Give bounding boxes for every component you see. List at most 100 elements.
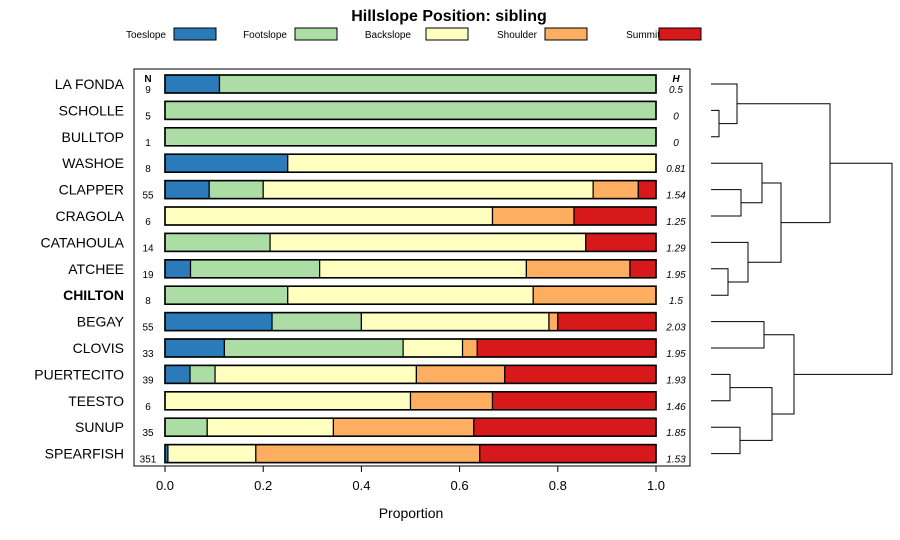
legend-label-backslope: Backslope — [365, 30, 412, 41]
row-label: CATAHOULA — [41, 234, 125, 250]
row-label: BEGAY — [77, 314, 125, 330]
row-h-value: 1.5 — [669, 296, 683, 307]
dendrogram-link — [730, 387, 773, 441]
bar-segment-chilton-backslope — [287, 285, 534, 305]
bar-segment-begay-summit — [557, 312, 657, 332]
bar-segment-bulltop-footslope — [164, 127, 657, 147]
dendrogram-link — [711, 321, 765, 349]
row-label: WASHOE — [62, 155, 124, 171]
bar-outline — [164, 443, 657, 464]
row-n-value: 1 — [145, 138, 151, 149]
bar-outline — [164, 364, 657, 385]
row-h-value: 0.81 — [666, 164, 685, 175]
bar-segment-cragola-summit — [573, 206, 657, 226]
row-label: BULLTOP — [61, 129, 124, 145]
bar-segment-puertecito-toeslope — [164, 364, 191, 384]
bar-segment-puertecito-footslope — [189, 364, 216, 384]
x-tick-label: 0.6 — [451, 478, 469, 493]
legend-swatch-toeslope — [173, 27, 217, 41]
bar-segment-catahoula-backslope — [269, 232, 587, 252]
row-label: SUNUP — [75, 419, 124, 435]
row-label: CLAPPER — [59, 182, 124, 198]
bar-segment-atchee-backslope — [319, 259, 527, 279]
row-n-value: 6 — [145, 217, 151, 228]
legend-swatch-shoulder — [544, 27, 588, 41]
bar-segment-begay-toeslope — [164, 312, 273, 332]
row-label: CHILTON — [63, 287, 124, 303]
dendrogram-link — [711, 109, 720, 138]
bar-segment-la-fonda-footslope — [218, 74, 657, 94]
row-h-value: 1.95 — [666, 270, 686, 281]
legend-swatch-summit — [658, 27, 702, 41]
dendrogram-link — [711, 162, 763, 204]
bar-outline — [164, 311, 657, 332]
bar-outline — [164, 100, 657, 121]
bar-segment-sunup-footslope — [164, 417, 208, 437]
chart-title: Hillslope Position: sibling — [351, 8, 547, 25]
bar-outline — [164, 153, 657, 173]
row-h-value: 1.25 — [666, 217, 686, 228]
row-n-value: 55 — [142, 191, 154, 202]
legend-label-toeslope: Toeslope — [126, 30, 166, 41]
bar-segment-clovis-summit — [476, 338, 657, 358]
dendrogram-link — [711, 373, 731, 402]
n-column-header: N — [144, 74, 151, 85]
bar-segment-chilton-shoulder — [532, 285, 657, 305]
bar-segment-scholle-footslope — [164, 100, 657, 121]
row-h-value: 1.54 — [666, 191, 686, 202]
bar-segment-spearfish-backslope — [167, 444, 257, 464]
legend-label-footslope: Footslope — [243, 30, 287, 41]
bar-segment-clapper-summit — [637, 180, 657, 200]
row-label: CRAGOLA — [56, 208, 125, 224]
dendrogram-link — [794, 162, 893, 375]
bar-segment-clapper-shoulder — [592, 180, 639, 200]
x-tick-label: 0.8 — [549, 478, 567, 493]
x-axis-label: Proportion — [379, 505, 444, 521]
bar-segment-spearfish-shoulder — [255, 444, 481, 464]
dendrogram — [711, 83, 893, 455]
row-h-value: 0 — [673, 138, 679, 149]
bar-segment-clapper-footslope — [208, 180, 264, 200]
bar-segment-teesto-summit — [491, 391, 657, 411]
row-n-value: 14 — [142, 243, 154, 254]
bar-segment-sunup-shoulder — [332, 417, 475, 437]
bars-group — [164, 74, 657, 464]
bar-outline — [164, 74, 657, 94]
bar-segment-washoe-backslope — [287, 153, 657, 173]
row-n-value: 351 — [140, 455, 157, 466]
row-n-value: 35 — [142, 428, 154, 439]
dendrogram-link — [711, 426, 741, 455]
bar-outline — [164, 285, 657, 306]
row-n-value: 6 — [145, 402, 151, 413]
bar-outline — [164, 127, 657, 147]
bar-outline — [164, 338, 657, 358]
bar-segment-cragola-backslope — [164, 206, 494, 226]
dendrogram-link — [711, 241, 749, 283]
bar-outline — [164, 258, 657, 279]
bar-segment-catahoula-footslope — [164, 232, 271, 252]
legend-label-shoulder: Shoulder — [497, 30, 538, 41]
row-label: ATCHEE — [68, 261, 124, 277]
row-label: CLOVIS — [73, 340, 124, 356]
bar-segment-begay-footslope — [271, 312, 363, 332]
x-tick-label: 0.4 — [352, 478, 370, 493]
bar-segment-atchee-footslope — [189, 259, 321, 279]
legend-swatch-backslope — [425, 27, 469, 41]
dendrogram-link — [748, 182, 782, 263]
bar-outline — [164, 232, 657, 253]
row-n-value: 8 — [145, 164, 151, 175]
row-label: SPEARFISH — [45, 446, 124, 462]
row-n-value: 33 — [142, 349, 154, 360]
row-h-value: 1.29 — [666, 243, 686, 254]
x-tick-label: 0.2 — [254, 478, 272, 493]
bar-segment-atchee-toeslope — [164, 259, 192, 279]
x-tick-label: 1.0 — [647, 478, 665, 493]
bar-segment-cragola-shoulder — [491, 206, 575, 226]
row-h-value: 1.53 — [666, 455, 686, 466]
legend-swatch-footslope — [294, 27, 338, 41]
bar-outline — [164, 179, 657, 200]
bar-segment-la-fonda-toeslope — [164, 74, 221, 94]
row-h-value: 0 — [673, 111, 679, 122]
x-tick-label: 0.0 — [156, 478, 174, 493]
